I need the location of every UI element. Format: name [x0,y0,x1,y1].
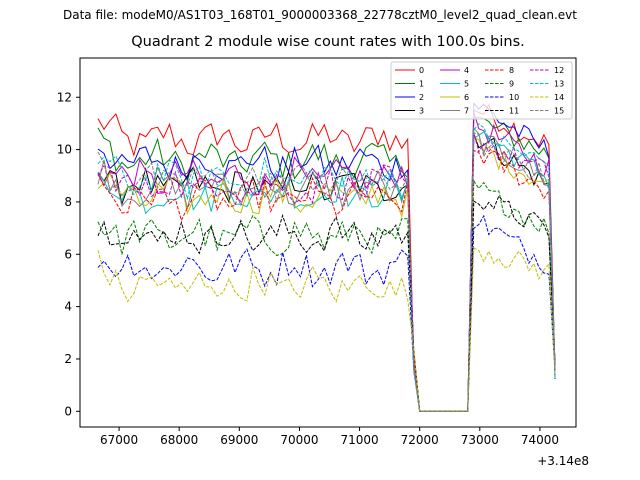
legend-label: 9 [509,80,514,89]
series-line-14 [97,247,556,412]
series-line-0 [97,103,556,412]
x-tick-label: 74000 [521,433,559,447]
x-tick-label: 73000 [461,433,499,447]
x-tick-label: 70000 [280,433,318,447]
legend-label: 14 [554,93,564,102]
series-line-13 [97,123,556,412]
x-tick-label: 67000 [100,433,138,447]
legend-label: 12 [554,66,564,75]
legend-label: 1 [419,80,424,89]
legend-box [390,61,573,120]
x-tick-label: 71000 [340,433,378,447]
y-tick-label: 0 [64,404,72,418]
series-line-1 [97,116,556,412]
series-line-9 [97,179,556,412]
legend-label: 8 [509,66,514,75]
y-tick-label: 10 [57,143,72,157]
series-line-11 [97,195,556,412]
x-tick-label: 68000 [160,433,198,447]
legend-label: 6 [464,93,469,102]
x-tick-label: 72000 [401,433,439,447]
series-line-2 [97,102,556,412]
series-lines [97,102,556,412]
series-line-12 [97,132,556,412]
legend-label: 3 [419,107,424,116]
y-tick-label: 8 [64,195,72,209]
series-line-7 [97,126,556,412]
y-axis: 0 2 4 6 8 10 12 [57,90,80,418]
legend-label: 10 [509,93,519,102]
series-line-5 [97,131,556,412]
series-line-10 [97,214,556,412]
plot-frame [79,57,577,428]
legend-label: 13 [554,80,564,89]
series-line-8 [97,149,556,412]
y-tick-label: 4 [64,300,72,314]
legend-label: 11 [509,107,519,116]
series-line-15 [97,132,556,412]
legend-label: 2 [419,93,424,102]
y-tick-label: 2 [64,352,72,366]
legend-label: 4 [464,66,469,75]
legend-label: 15 [554,107,564,116]
x-tick-label: 69000 [220,433,258,447]
figure-suptitle: Data file: modeM0/AS1T03_168T01_90000033… [63,8,577,22]
legend-label: 5 [464,80,469,89]
series-line-4 [97,111,556,412]
legend-label: 7 [464,107,469,116]
y-tick-label: 6 [64,247,72,261]
legend-label: 0 [419,66,424,75]
x-axis: 67000 68000 69000 70000 71000 72000 73000 74000 [100,427,559,447]
y-tick-label: 12 [57,90,72,104]
chart-title: Quadrant 2 module wise count rates with … [131,34,525,50]
series-line-6 [97,136,556,412]
x-axis-offset-label: +3.14e8 [537,454,589,468]
